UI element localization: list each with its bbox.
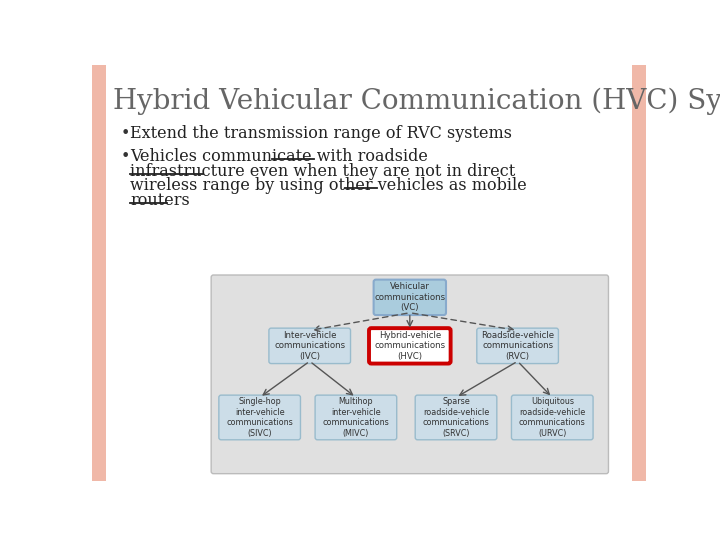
Text: infrastructure even when they are not in direct: infrastructure even when they are not in… [130,163,516,180]
Text: Vehicular
communications
(VC): Vehicular communications (VC) [374,282,446,312]
Text: Vehicles communicate with roadside: Vehicles communicate with roadside [130,148,428,165]
Text: Hybrid Vehicular Communication (HVC) Systems: Hybrid Vehicular Communication (HVC) Sys… [113,88,720,115]
Text: Sparse
roadside-vehicle
communications
(SRVC): Sparse roadside-vehicle communications (… [423,397,490,437]
FancyBboxPatch shape [477,328,559,363]
Text: Multihop
inter-vehicle
communications
(MIVC): Multihop inter-vehicle communications (M… [323,397,390,437]
Text: Inter-vehicle
communications
(IVC): Inter-vehicle communications (IVC) [274,331,346,361]
Text: •: • [121,148,130,165]
Text: routers: routers [130,192,190,209]
FancyBboxPatch shape [269,328,351,363]
FancyBboxPatch shape [219,395,300,440]
Text: Hybrid-vehicle
communications
(HVC): Hybrid-vehicle communications (HVC) [374,331,446,361]
FancyBboxPatch shape [374,280,446,315]
Text: Extend the transmission range of RVC systems: Extend the transmission range of RVC sys… [130,125,513,142]
Text: Ubiquitous
roadside-vehicle
communications
(URVC): Ubiquitous roadside-vehicle communicatio… [519,397,585,437]
Bar [632,65,647,481]
Text: Roadside-vehicle
communications
(RVC): Roadside-vehicle communications (RVC) [481,331,554,361]
Bar [92,65,106,481]
FancyBboxPatch shape [315,395,397,440]
FancyBboxPatch shape [415,395,497,440]
FancyBboxPatch shape [511,395,593,440]
FancyBboxPatch shape [211,275,608,474]
Text: Single-hop
inter-vehicle
communications
(SIVC): Single-hop inter-vehicle communications … [226,397,293,437]
Text: •: • [121,125,130,142]
FancyBboxPatch shape [369,328,451,363]
Text: wireless range by using other vehicles as mobile: wireless range by using other vehicles a… [130,177,527,194]
